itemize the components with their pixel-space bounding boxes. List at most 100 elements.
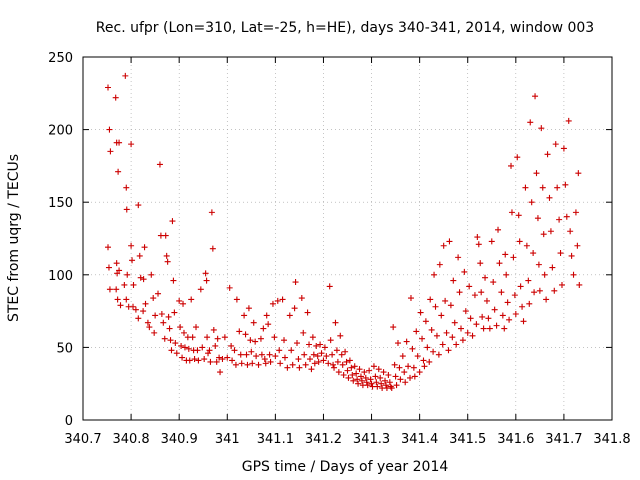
data-point	[462, 308, 469, 315]
data-point	[249, 360, 256, 367]
data-point	[499, 312, 506, 319]
data-point	[394, 340, 401, 347]
data-point	[467, 315, 474, 322]
data-point	[263, 312, 270, 319]
x-tick-label: 341.7	[545, 432, 582, 447]
data-point	[442, 297, 449, 304]
data-point	[315, 358, 322, 365]
data-point	[122, 72, 129, 79]
data-point	[320, 357, 327, 364]
data-point	[343, 358, 350, 365]
data-point	[304, 309, 311, 316]
data-point	[226, 284, 233, 291]
data-point	[318, 350, 325, 357]
data-point	[368, 380, 375, 387]
y-tick-label: 200	[48, 124, 73, 139]
data-point	[221, 334, 228, 341]
data-point	[332, 319, 339, 326]
data-point	[479, 313, 486, 320]
data-point	[576, 281, 583, 288]
data-point	[528, 199, 535, 206]
x-tick-label: 341	[215, 432, 240, 447]
data-point	[407, 295, 414, 302]
data-point	[498, 289, 505, 296]
data-point	[207, 358, 214, 365]
data-point	[338, 351, 345, 358]
data-point	[136, 252, 143, 259]
data-point	[238, 360, 245, 367]
data-point	[517, 283, 524, 290]
data-point	[243, 351, 250, 358]
data-points	[105, 72, 583, 392]
data-point	[135, 202, 142, 209]
data-point	[165, 313, 172, 320]
data-point	[342, 348, 349, 355]
data-point	[464, 329, 471, 336]
data-point	[575, 170, 582, 177]
data-point	[105, 244, 112, 251]
data-point	[551, 287, 558, 294]
data-point	[185, 345, 192, 352]
x-tick-label: 340.9	[161, 432, 198, 447]
data-point	[495, 226, 502, 233]
data-point	[331, 364, 338, 371]
data-point	[321, 344, 328, 351]
data-point	[186, 357, 193, 364]
data-point	[393, 382, 400, 389]
data-point	[366, 367, 373, 374]
data-point	[209, 245, 216, 252]
data-point	[311, 360, 318, 367]
data-point	[473, 321, 480, 328]
data-point	[298, 295, 305, 302]
data-point	[385, 371, 392, 378]
data-point	[443, 329, 450, 336]
data-point	[333, 347, 340, 354]
data-point	[241, 312, 248, 319]
data-point	[372, 373, 379, 380]
data-point	[281, 337, 288, 344]
data-point	[426, 358, 433, 365]
data-point	[397, 376, 404, 383]
data-point	[477, 260, 484, 267]
data-point	[390, 324, 397, 331]
y-tick-label: 150	[48, 196, 73, 211]
data-point	[543, 296, 550, 303]
data-point	[210, 326, 217, 333]
data-point	[453, 341, 460, 348]
data-point	[267, 358, 274, 365]
data-point	[237, 351, 244, 358]
data-point	[532, 93, 539, 100]
data-point	[308, 366, 315, 373]
data-point	[146, 324, 153, 331]
data-point	[247, 337, 254, 344]
data-point	[351, 363, 358, 370]
data-point	[508, 209, 515, 216]
data-point	[428, 326, 435, 333]
data-point	[162, 232, 169, 239]
data-point	[544, 151, 551, 158]
data-point	[105, 84, 112, 91]
data-point	[214, 335, 221, 342]
data-point	[409, 345, 416, 352]
data-point	[202, 270, 209, 277]
y-tick-label: 50	[56, 341, 73, 356]
data-point	[176, 297, 183, 304]
data-point	[370, 363, 377, 370]
data-point	[421, 363, 428, 370]
data-point	[567, 228, 574, 235]
data-point	[123, 206, 130, 213]
data-point	[364, 382, 371, 389]
data-point	[353, 370, 360, 377]
data-point	[269, 300, 276, 307]
data-point	[540, 231, 547, 238]
data-point	[340, 371, 347, 378]
data-point	[317, 341, 324, 348]
data-point	[245, 305, 252, 312]
data-point	[253, 353, 260, 360]
data-point	[179, 354, 186, 361]
data-point	[356, 366, 363, 373]
data-point	[113, 286, 120, 293]
data-point	[281, 354, 288, 361]
data-point	[272, 353, 279, 360]
x-tick-label: 341.2	[305, 432, 342, 447]
